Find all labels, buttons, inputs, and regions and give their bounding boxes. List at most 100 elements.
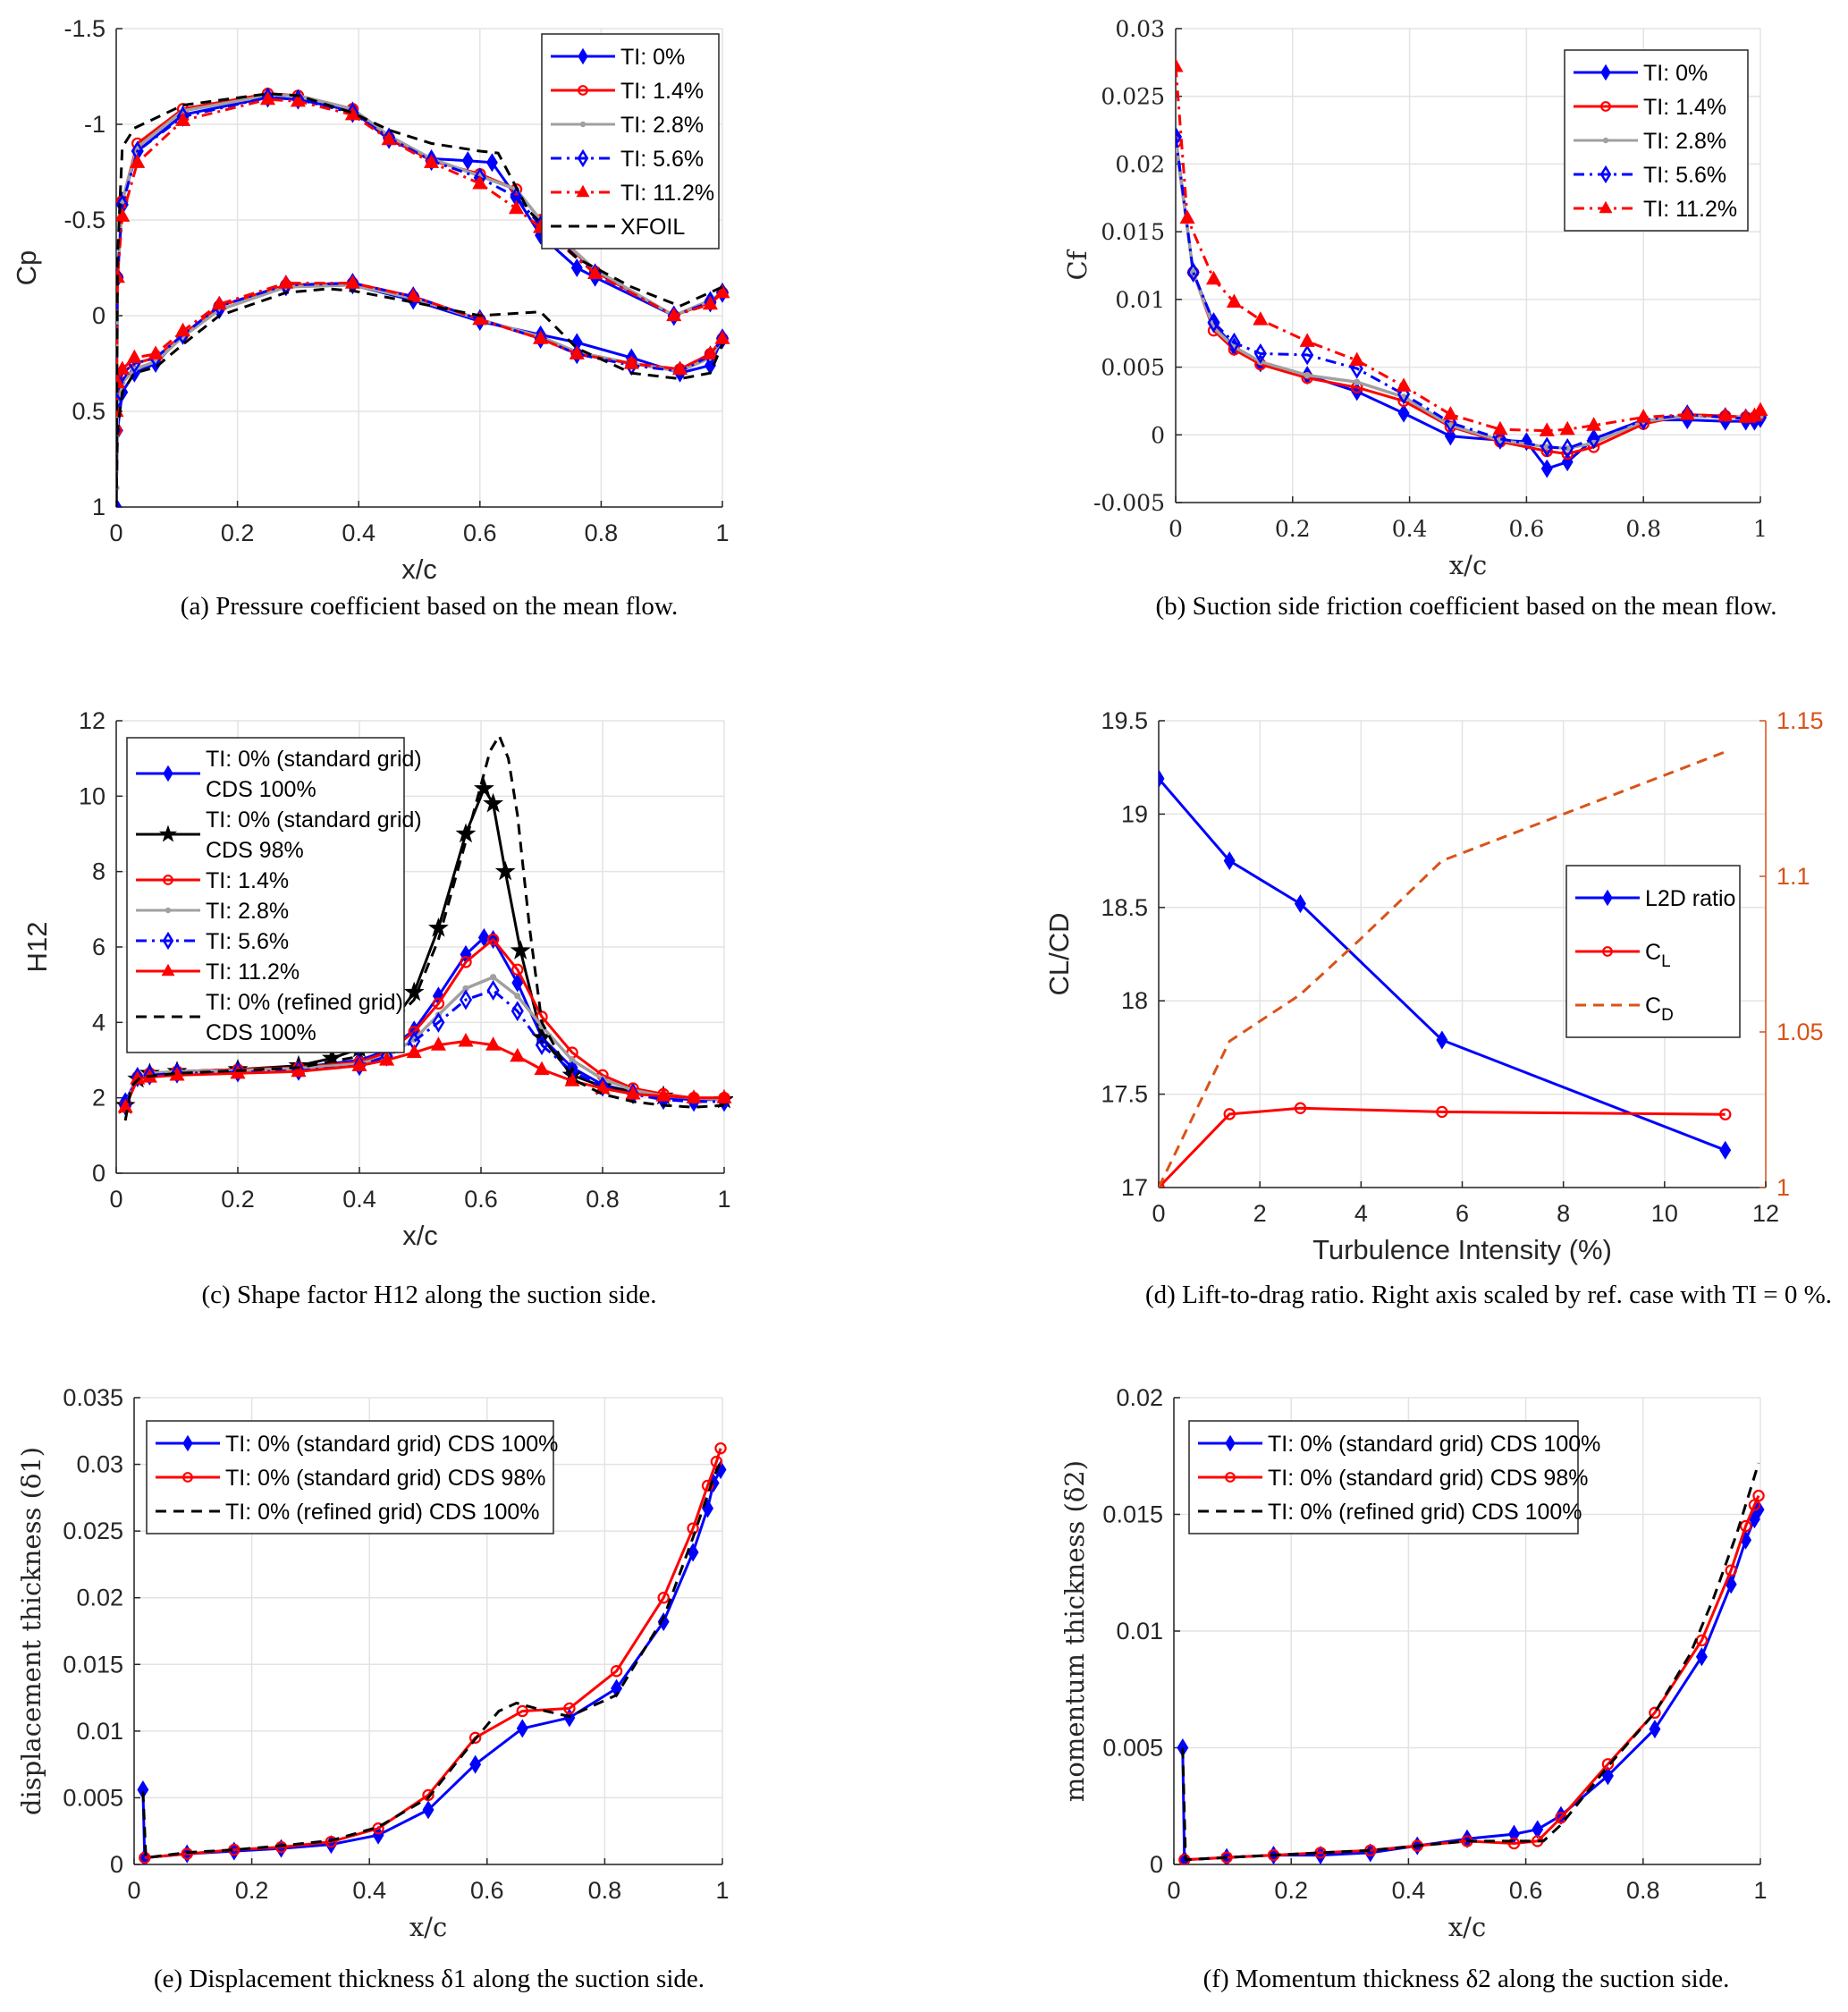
data-point [130, 154, 146, 168]
data-point [1719, 1108, 1732, 1120]
legend-label: CDS 100% [206, 1020, 316, 1045]
x-tick-label: 6 [1456, 1200, 1469, 1227]
data-point [686, 1089, 702, 1103]
data-point [116, 391, 123, 412]
data-point [351, 1057, 367, 1071]
y-tick-label: 0.005 [63, 1784, 123, 1811]
legend-marker [1600, 63, 1611, 81]
legend-marker [162, 931, 174, 951]
data-point [427, 917, 449, 937]
data-point [259, 90, 276, 106]
series-group [1176, 57, 1768, 478]
x-tick-label: 0.4 [342, 520, 376, 546]
data-point [1587, 428, 1600, 450]
data-point [325, 1835, 338, 1848]
data-point [715, 282, 730, 303]
x-tick-label: 0.2 [221, 1186, 255, 1213]
x-tick-label: 0 [127, 1877, 140, 1904]
legend: TI: 0% (standard grid) CDS 100% TI: 0% (s… [146, 1420, 558, 1534]
data-point [1294, 894, 1306, 914]
legend-label: TI: 5.6% [206, 929, 289, 954]
x-tick-label: 0.2 [235, 1877, 269, 1904]
data-point [473, 309, 486, 330]
data-point [1354, 378, 1361, 385]
data-point [117, 1098, 133, 1113]
legend-label: TI: 0% [1643, 61, 1708, 86]
x-tick-label: 0 [109, 1186, 122, 1213]
data-point [1601, 1766, 1614, 1786]
y-tick-label: 1 [92, 494, 105, 520]
x-tick-label: 0.8 [1625, 516, 1661, 542]
x-tick-label: 0.6 [470, 1877, 504, 1904]
data-point [1179, 209, 1195, 224]
data-point [406, 1044, 422, 1059]
data-point [143, 1064, 156, 1086]
data-point [610, 1665, 623, 1678]
legend-label: CDS 100% [206, 777, 316, 802]
data-point [458, 1032, 474, 1047]
data-point [714, 1441, 727, 1455]
data-point [1649, 1706, 1661, 1720]
y-tick-label: 0.015 [1102, 1501, 1163, 1528]
data-point [175, 322, 191, 337]
legend-label: TI: 0% (standard grid) CDS 98% [1268, 1466, 1588, 1491]
y-tick-label: 0.03 [1115, 16, 1165, 42]
data-point [483, 792, 504, 813]
y-axis-label: Cf [1062, 249, 1093, 280]
x-tick-label: 0.8 [1626, 1877, 1660, 1904]
data-point [424, 154, 440, 168]
legend-label: TI: 5.6% [620, 147, 704, 172]
data-point [1507, 1837, 1521, 1850]
legend-label: TI: 2.8% [1643, 129, 1726, 154]
series-line-2 [1159, 750, 1726, 1188]
data-point [533, 330, 549, 344]
data-point [1444, 427, 1456, 446]
y-tick-label: 0.025 [63, 1517, 123, 1544]
data-point [116, 360, 131, 376]
x-tick-label: 0 [1169, 516, 1183, 542]
y-axis-label: momentum thickness (δ2) [1059, 1460, 1090, 1802]
legend-marker [578, 47, 588, 65]
legend-label: TI: 1.4% [620, 79, 704, 104]
data-point [116, 207, 131, 222]
data-point [211, 295, 227, 310]
y-right-tick-label: 1.1 [1776, 863, 1810, 890]
data-point [344, 106, 360, 121]
legend-label: TI: 2.8% [206, 899, 289, 924]
legend-label: TI: 0% (standard grid) [206, 807, 422, 833]
data-point [494, 860, 516, 881]
caption-c: (c) Shape factor H12 along the suction s… [202, 1281, 657, 1309]
series-line-3 [123, 975, 725, 1106]
data-point [1493, 428, 1507, 450]
legend-label: TI: 0% (refined grid) [206, 990, 403, 1015]
series-line-2 [141, 1460, 722, 1859]
y-right-tick-label: 1 [1776, 1174, 1790, 1201]
data-point [1436, 1105, 1448, 1119]
caption-f: (f) Momentum thickness δ2 along the suct… [1203, 1965, 1730, 1993]
data-point [587, 265, 603, 280]
legend-label: TI: 0% (refined grid) CDS 100% [1268, 1500, 1582, 1525]
data-point [1207, 312, 1220, 334]
series-line-3 [1176, 136, 1761, 450]
data-point [625, 1086, 641, 1100]
data-point [1228, 332, 1241, 353]
data-point [510, 1047, 526, 1062]
legend-marker [161, 963, 175, 976]
data-point [459, 989, 473, 1010]
data-point [1752, 402, 1768, 417]
data-point [1681, 404, 1694, 426]
x-tick-label: 0.8 [586, 1186, 620, 1213]
data-point [1601, 1758, 1615, 1771]
data-point [687, 1522, 699, 1534]
data-point [455, 823, 477, 843]
caption-a: (a) Pressure coefficient based on the me… [181, 592, 678, 621]
legend-label: TI: 2.8% [620, 113, 704, 138]
data-point [485, 153, 498, 173]
x-tick-label: 4 [1354, 1200, 1368, 1227]
data-point [1299, 333, 1315, 347]
data-point [1752, 1500, 1765, 1519]
legend-marker [158, 824, 178, 842]
x-tick-label: 0.6 [464, 1186, 498, 1213]
data-point [1442, 406, 1458, 420]
data-point [516, 1719, 528, 1738]
